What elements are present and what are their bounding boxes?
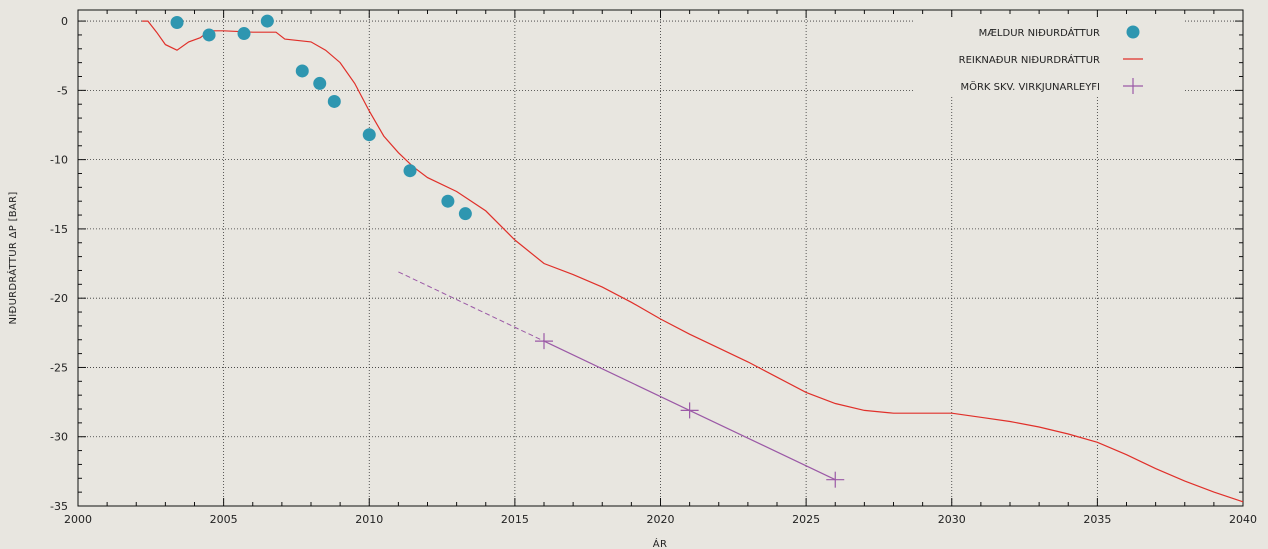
x-tick-label: 2030 [938, 513, 966, 526]
measured-point [170, 15, 184, 29]
measured-point [403, 164, 417, 178]
legend-label: MÖRK SKV. VIRKJUNARLEYFI [960, 80, 1100, 93]
y-tick-label: -25 [50, 361, 68, 374]
x-tick-label: 2020 [647, 513, 675, 526]
x-tick-label: 2040 [1229, 513, 1257, 526]
x-tick-label: 2025 [792, 513, 820, 526]
measured-point [441, 194, 455, 208]
legend-swatch-measured [1126, 25, 1140, 39]
measured-point [327, 94, 341, 108]
y-tick-label: -10 [50, 154, 68, 167]
measured-point [295, 64, 309, 78]
measured-point [202, 28, 216, 42]
series-layer [142, 14, 1244, 503]
axis-ticks: 2000 2005 2010 2015 2020 2025 2030 2035 2040 0 -5 -… [50, 10, 1257, 526]
legend-label: REIKNAÐUR NIÐURDRÁTTUR [959, 53, 1100, 66]
x-tick-label: 2000 [64, 513, 92, 526]
x-tick-label: 2005 [210, 513, 238, 526]
measured-point [458, 207, 472, 221]
series-line-calculated [142, 20, 1244, 503]
y-tick-label: -20 [50, 292, 68, 305]
y-tick-label: 0 [61, 15, 68, 28]
y-axis-title: NIÐURDRÁTTUR ΔP [BAR] [6, 191, 19, 324]
limit-marker [535, 333, 553, 350]
limit-marker [826, 471, 845, 488]
x-tick-label: 2035 [1083, 513, 1111, 526]
series-line-limit-extrapolated [398, 271, 545, 342]
measured-point [260, 14, 274, 28]
limit-marker [680, 402, 699, 419]
measured-point [362, 128, 376, 142]
y-tick-label: -35 [50, 500, 68, 513]
x-tick-label: 2010 [355, 513, 383, 526]
legend-label: MÆLDUR NIÐURDÁTTUR [979, 26, 1100, 39]
x-tick-label: 2015 [501, 513, 529, 526]
y-tick-label: -15 [50, 223, 68, 236]
y-tick-label: -5 [57, 84, 68, 97]
grid [78, 10, 1243, 506]
y-tick-label: -30 [50, 431, 68, 444]
legend: MÆLDUR NIÐURDÁTTUR REIKNAÐUR NIÐURDRÁTTUR… [915, 17, 1183, 97]
x-axis-title: ÁR [653, 537, 667, 549]
measured-point [313, 76, 327, 90]
measured-point [237, 27, 251, 41]
